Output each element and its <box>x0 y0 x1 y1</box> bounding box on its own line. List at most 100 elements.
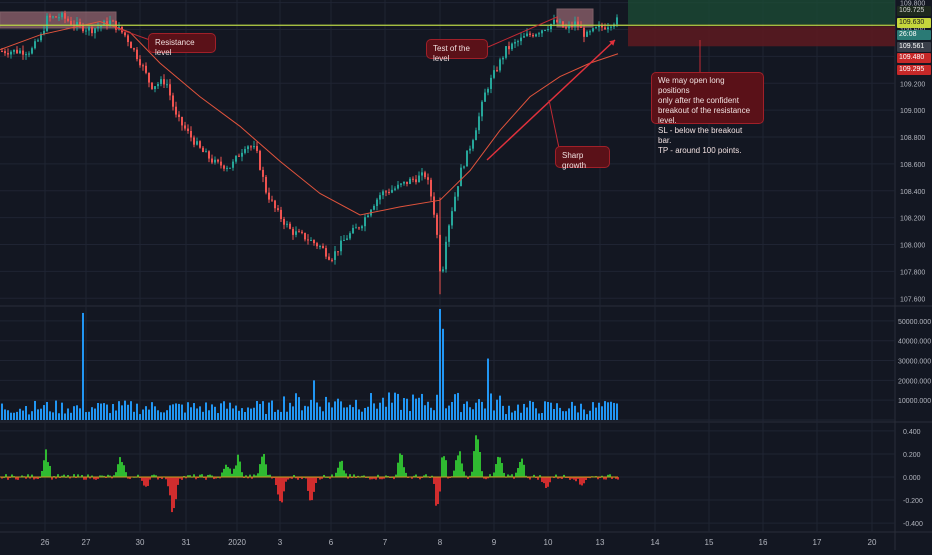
volume-bar <box>556 403 558 420</box>
volume-bar <box>559 407 561 420</box>
arrows <box>115 16 701 161</box>
oscillator-bar <box>583 477 585 484</box>
oscillator-bar <box>375 477 377 480</box>
volume-bar <box>43 405 45 420</box>
oscillator-bar <box>297 477 299 480</box>
candle-body <box>349 233 351 239</box>
oscillator-bar <box>73 474 75 477</box>
resistance-level-note: Resistance level <box>148 33 216 57</box>
volume-bar <box>406 398 408 420</box>
volume-bar <box>517 404 519 420</box>
volume-bar <box>601 406 603 420</box>
candle-body <box>223 165 225 169</box>
oscillator-bar <box>415 474 417 477</box>
oscillator-bar <box>171 477 173 513</box>
candle-body <box>364 217 366 227</box>
volume-bar <box>274 411 276 420</box>
price-tag-high: 109.725 <box>897 6 931 16</box>
volume-bar <box>271 400 273 420</box>
oscillator-bar <box>315 477 317 484</box>
candle-body <box>379 195 381 200</box>
volume-bar <box>616 403 618 420</box>
oscillator-bar <box>569 477 571 480</box>
oscillator-bar <box>431 475 433 477</box>
oscillator-bar <box>435 477 437 506</box>
oscillator-bar <box>241 472 243 477</box>
oscillator-bar <box>607 474 609 477</box>
candle-body <box>109 20 111 26</box>
volume-bar <box>16 411 18 420</box>
candle-body <box>49 15 51 18</box>
oscillator-bar <box>501 463 503 477</box>
oscillator-bar <box>423 475 425 477</box>
volume-bar <box>394 392 396 420</box>
candle-body <box>520 37 522 42</box>
price-tag-low: 109.295 <box>897 65 931 75</box>
candle-body <box>298 231 300 233</box>
candle-body <box>304 232 306 240</box>
volume-bar <box>118 401 120 420</box>
x-tick-label: 7 <box>383 538 388 547</box>
volume-bar <box>586 414 588 420</box>
oscillator-bar <box>165 477 167 480</box>
candle-body <box>217 159 219 162</box>
oscillator-bar <box>603 477 605 480</box>
candle-body <box>313 240 315 244</box>
candle-body <box>112 20 114 22</box>
volume-bar <box>322 411 324 420</box>
oscillator-bar <box>265 464 267 477</box>
oscillator-bar <box>401 454 403 477</box>
volume-bar <box>292 406 294 420</box>
volume-bar <box>10 412 12 420</box>
candle-body <box>550 24 552 30</box>
oscillator-bar <box>239 461 241 477</box>
oscillator-bar <box>499 457 501 477</box>
x-tick-label: 20 <box>868 538 877 547</box>
candle-body <box>496 70 498 72</box>
volume-bar <box>571 401 573 420</box>
candle-body <box>289 223 291 229</box>
oscillator-bar <box>411 477 413 479</box>
oscillator-bar <box>339 461 341 477</box>
candle-body <box>391 189 393 193</box>
candle-body <box>25 54 27 56</box>
oscillator-bar <box>103 475 105 477</box>
oscillator-bar <box>51 477 53 480</box>
volume-bar <box>385 406 387 420</box>
oscillator-bar <box>129 477 131 480</box>
candle-body <box>358 227 360 229</box>
x-tick-label: 3 <box>278 538 283 547</box>
candle-body <box>184 125 186 129</box>
oscillator-bar <box>321 477 323 479</box>
candle-body <box>7 53 9 55</box>
volume-bar <box>217 413 219 420</box>
candle-body <box>145 65 147 73</box>
x-tick-label: 8 <box>438 538 443 547</box>
test-connector <box>487 16 558 48</box>
volume-bar <box>589 410 591 420</box>
volume-bar <box>262 401 264 420</box>
oscillator-bar <box>15 477 17 480</box>
oscillator-bar <box>281 477 283 503</box>
oscillator-bar <box>361 475 363 477</box>
oscillator-bar <box>253 474 255 477</box>
oscillator-bar <box>179 477 181 479</box>
volume-bar <box>319 406 321 420</box>
oscillator-bar <box>547 477 549 487</box>
volume-bar <box>544 401 546 420</box>
zones <box>0 0 895 47</box>
oscillator-bar <box>343 470 345 477</box>
candle-body <box>598 25 600 28</box>
growth-arrow <box>486 39 616 161</box>
volume-bar <box>304 405 306 420</box>
oscillator-bar <box>141 477 143 481</box>
volume-bar <box>313 380 315 420</box>
candle-body <box>253 146 255 148</box>
idea-line: SL - below the breakout bar. <box>658 126 743 145</box>
price-tag-current: 109.630 <box>897 18 931 28</box>
candle-body <box>52 16 54 18</box>
volume-bar <box>343 407 345 420</box>
volume-bar <box>214 406 216 420</box>
volume-bar <box>103 403 105 420</box>
